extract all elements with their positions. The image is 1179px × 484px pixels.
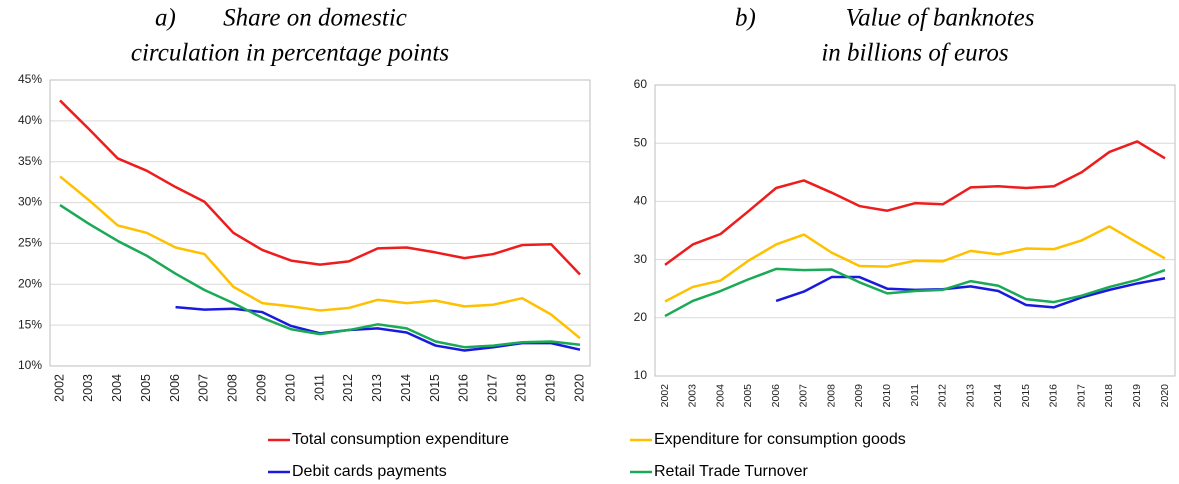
y-tick-label: 30% [18, 195, 42, 209]
x-tick-label: 2020 [572, 374, 586, 402]
x-tick-label: 2016 [1048, 384, 1060, 408]
y-tick-label: 45% [18, 72, 42, 86]
x-tick-label: 2008 [825, 384, 837, 408]
series-line [175, 305, 581, 352]
chart-title: Value of banknotes [846, 5, 1035, 32]
x-tick-label: 2016 [457, 374, 471, 402]
legend-label: Retail Trade Turnover [654, 463, 809, 480]
x-tick-label: 2013 [370, 374, 384, 402]
y-tick-label: 40 [634, 194, 648, 208]
series-line [59, 203, 581, 349]
y-tick-label: 30 [634, 252, 648, 266]
series-line [59, 99, 581, 276]
x-tick-label: 2012 [937, 384, 949, 408]
x-tick-label: 2005 [742, 384, 754, 408]
x-tick-label: 2006 [770, 384, 782, 408]
chart-title: in billions of euros [821, 40, 1008, 67]
x-tick-label: 2012 [341, 374, 355, 402]
y-tick-label: 40% [18, 113, 42, 127]
x-tick-label: 2005 [139, 374, 153, 402]
x-tick-label: 2007 [197, 374, 211, 402]
x-tick-label: 2004 [110, 374, 124, 402]
x-tick-label: 2015 [1020, 384, 1032, 408]
x-tick-label: 2009 [853, 384, 865, 408]
y-tick-label: 60 [634, 77, 648, 91]
x-tick-label: 2015 [428, 374, 442, 402]
y-tick-label: 20% [18, 276, 42, 290]
legend-label: Debit cards payments [292, 463, 447, 480]
series-line [664, 140, 1166, 266]
y-tick-label: 20 [634, 310, 648, 324]
series-line [775, 275, 1166, 309]
x-tick-label: 2018 [1103, 384, 1115, 408]
chart-title: Share on domestic [223, 5, 407, 32]
y-tick-label: 10% [18, 358, 42, 372]
y-tick-label: 15% [18, 317, 42, 331]
y-tick-label: 25% [18, 236, 42, 250]
x-tick-label: 2018 [515, 374, 529, 402]
x-tick-label: 2014 [992, 384, 1004, 408]
x-tick-label: 2019 [1131, 384, 1143, 408]
y-tick-label: 10 [634, 368, 648, 382]
y-tick-label: 50 [634, 135, 648, 149]
x-tick-label: 2014 [399, 374, 413, 402]
x-tick-label: 2006 [168, 374, 182, 402]
legend-label: Total consumption expenditure [292, 431, 509, 448]
x-tick-label: 2007 [798, 384, 810, 408]
x-tick-label: 2002 [52, 374, 66, 402]
x-tick-label: 2017 [486, 374, 500, 402]
plot-frame [49, 79, 591, 367]
x-tick-label: 2010 [881, 384, 893, 408]
x-tick-label: 2003 [687, 384, 699, 408]
legend-label: Expenditure for consumption goods [654, 431, 906, 448]
chart-title: circulation in percentage points [131, 40, 449, 67]
series-line [59, 175, 581, 340]
y-tick-label: 35% [18, 154, 42, 168]
plot-frame [654, 84, 1176, 377]
x-tick-label: 2009 [255, 374, 269, 402]
panel-label: b) [735, 5, 756, 32]
x-tick-label: 2008 [226, 374, 240, 402]
x-tick-label: 2010 [283, 374, 297, 402]
x-tick-label: 2017 [1075, 384, 1087, 408]
panel-label: a) [155, 5, 176, 32]
x-tick-label: 2019 [543, 374, 557, 402]
series-line [664, 267, 1166, 318]
x-tick-label: 2011 [909, 384, 921, 407]
series-line [664, 225, 1166, 303]
x-tick-label: 2004 [714, 384, 726, 408]
x-tick-label: 2002 [659, 384, 671, 408]
x-tick-label: 2003 [81, 374, 95, 402]
x-tick-label: 2011 [312, 374, 326, 401]
x-tick-label: 2013 [964, 384, 976, 408]
x-tick-label: 2020 [1159, 384, 1171, 408]
